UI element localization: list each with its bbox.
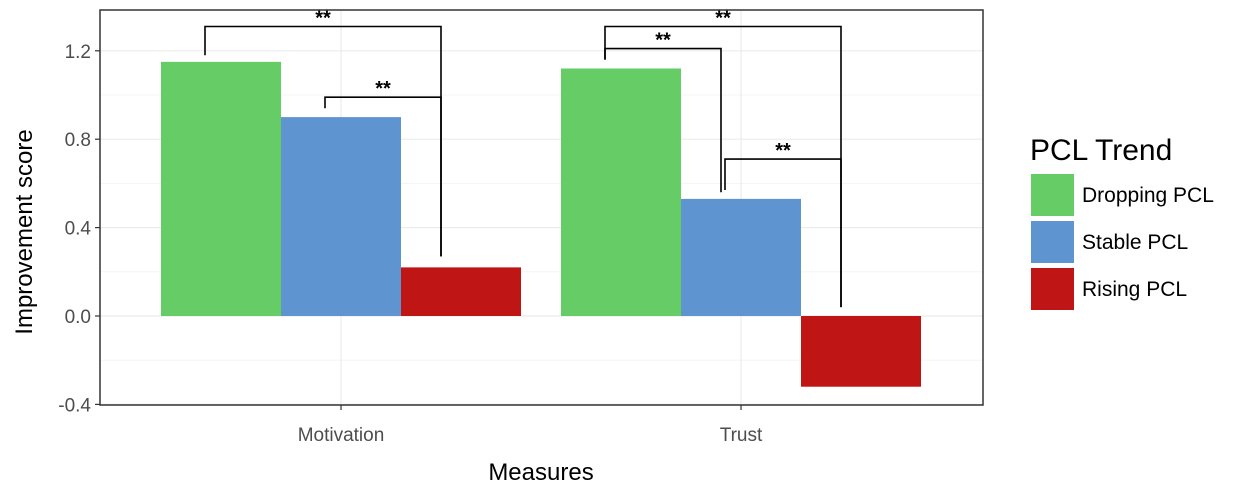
significance-label: **	[315, 7, 331, 29]
bar-rising-pcl-motivation	[401, 267, 521, 316]
y-tick-label: 0.0	[65, 307, 91, 328]
x-tick-label: Trust	[720, 425, 763, 446]
significance-bracket	[724, 158, 842, 308]
legend-key-stable-pcl	[1031, 221, 1074, 263]
x-axis-title: Measures	[488, 459, 593, 486]
significance-label: **	[375, 78, 391, 100]
y-tick-label: 0.8	[65, 130, 91, 151]
bars	[161, 61, 921, 387]
bar-stable-pcl-trust	[681, 198, 801, 316]
bar-stable-pcl-motivation	[281, 117, 401, 316]
significance-bracket	[604, 47, 722, 193]
significance-brackets: ** ** ** ** **	[204, 7, 842, 308]
legend: PCL Trend Dropping PCL Stable PCL Rising P…	[1030, 134, 1214, 310]
bar-dropping-pcl-trust	[561, 68, 681, 316]
legend-label: Dropping PCL	[1082, 184, 1214, 207]
y-axis-title: Improvement score	[11, 129, 38, 334]
plot-panel-border	[99, 9, 984, 406]
axes: -0.4 0.0 0.4 0.8 1.2 Motivation Trust	[58, 42, 763, 446]
legend-key-dropping-pcl	[1031, 174, 1074, 216]
y-tick-label: 0.4	[65, 219, 92, 240]
significance-bracket	[324, 96, 442, 257]
significance-label: **	[715, 7, 731, 29]
bar-dropping-pcl-motivation	[161, 61, 281, 316]
legend-key-rising-pcl	[1031, 268, 1074, 310]
x-tick-label: Motivation	[298, 425, 385, 446]
significance-label: **	[775, 140, 791, 162]
legend-label: Stable PCL	[1082, 231, 1188, 254]
y-tick-label: 1.2	[65, 42, 91, 63]
significance-label: **	[655, 30, 671, 52]
legend-title: PCL Trend	[1030, 134, 1172, 167]
y-tick-label: -0.4	[58, 395, 91, 416]
bar-rising-pcl-trust	[801, 316, 921, 387]
legend-label: Rising PCL	[1082, 278, 1187, 301]
